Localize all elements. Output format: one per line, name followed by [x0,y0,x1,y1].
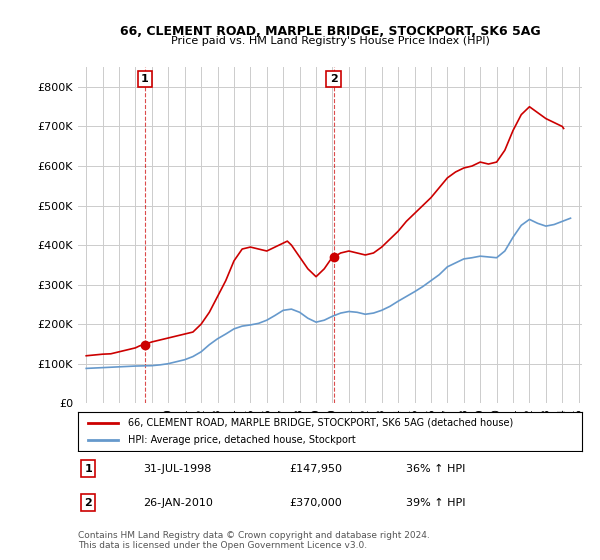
Text: £147,950: £147,950 [290,464,343,474]
Text: 2: 2 [330,74,337,84]
Text: 66, CLEMENT ROAD, MARPLE BRIDGE, STOCKPORT, SK6 5AG: 66, CLEMENT ROAD, MARPLE BRIDGE, STOCKPO… [119,25,541,38]
Text: Price paid vs. HM Land Registry's House Price Index (HPI): Price paid vs. HM Land Registry's House … [170,36,490,46]
Text: 1: 1 [141,74,149,84]
Text: 2: 2 [84,498,92,508]
Text: 1: 1 [84,464,92,474]
Text: 36% ↑ HPI: 36% ↑ HPI [406,464,465,474]
Text: 39% ↑ HPI: 39% ↑ HPI [406,498,465,508]
Text: Contains HM Land Registry data © Crown copyright and database right 2024.
This d: Contains HM Land Registry data © Crown c… [78,531,430,550]
Text: 66, CLEMENT ROAD, MARPLE BRIDGE, STOCKPORT, SK6 5AG (detached house): 66, CLEMENT ROAD, MARPLE BRIDGE, STOCKPO… [128,418,514,428]
Text: 26-JAN-2010: 26-JAN-2010 [143,498,214,508]
Text: £370,000: £370,000 [290,498,343,508]
Text: 31-JUL-1998: 31-JUL-1998 [143,464,212,474]
Text: HPI: Average price, detached house, Stockport: HPI: Average price, detached house, Stoc… [128,435,356,445]
